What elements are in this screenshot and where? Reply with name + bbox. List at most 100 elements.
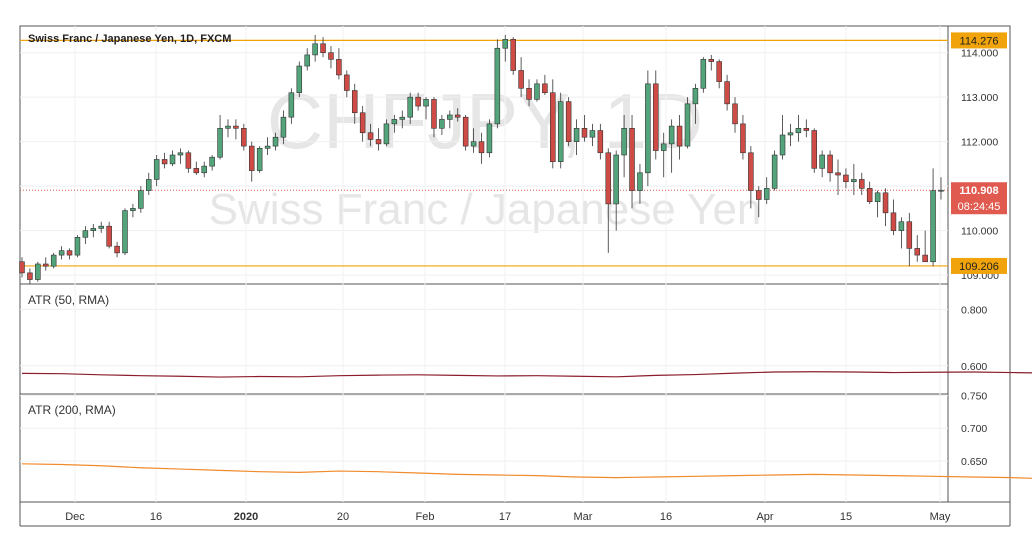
candle [684,97,691,149]
candle [423,97,429,120]
candle [193,161,200,176]
candle [708,54,715,71]
candle [66,248,73,260]
x-tick-label: 16 [660,511,672,523]
x-tick-label: Dec [65,511,85,523]
candle [589,123,596,147]
candle [296,61,303,98]
x-tick-label: May [930,511,951,523]
candle [518,57,524,98]
candle [692,83,699,124]
candle [233,119,239,140]
atr50-line [21,371,1032,378]
y-tick-label: 112.000 [961,137,998,149]
y-tick-label: 113.000 [961,92,998,104]
candle [756,186,762,218]
x-tick-label: Feb [416,511,435,523]
candle [668,119,675,173]
horizontal-levels [20,39,948,267]
candle [550,79,556,169]
candle [280,110,287,144]
atr50-title: ATR (50, RMA) [28,293,109,307]
y-tick-label: 0.800 [961,304,987,316]
candle [724,74,730,111]
candle [431,97,437,138]
candle [256,146,263,173]
candle [146,172,152,196]
candle [874,190,881,218]
axes: 114.000113.000112.000111.000110.000109.0… [961,48,999,468]
candle [882,188,889,227]
y-tick-label: 110.000 [961,226,998,238]
candle [851,163,857,196]
candle [930,168,936,267]
candle [122,208,128,256]
candle [795,114,802,142]
x-tick-label: 2020 [234,511,258,523]
candle [138,186,144,213]
candle [27,268,33,284]
candle [811,128,817,173]
countdown-label: 08:24:45 [958,201,1001,213]
candle [629,114,635,209]
time-axis: Dec 16 2020 20 Feb 17 Mar 16 Apr 15 May [65,511,951,523]
grid [20,26,948,502]
candle [478,132,485,164]
watermark-symbol: CHFJPY, 1D [267,77,703,165]
last-price-label: 110.908 [959,185,998,197]
candle [510,37,516,75]
candle [367,123,374,147]
candle [653,70,659,160]
candle [185,150,192,173]
candle [351,83,358,124]
candle [740,114,746,160]
candle [248,141,255,182]
candle [843,168,849,189]
candle [415,92,421,111]
candle [169,150,176,167]
candle [716,59,722,89]
candle [771,150,778,191]
candle [407,92,413,124]
candle [922,230,928,263]
candle [613,150,619,231]
candle [581,114,588,142]
candle [312,34,318,62]
candle [58,246,65,260]
y-tick-label: 114.000 [961,48,998,60]
candle [732,97,738,133]
candle [161,152,168,169]
candle [106,221,112,249]
candle [391,114,398,133]
candle [906,212,913,267]
candle [557,92,564,169]
candle [779,114,786,160]
candle [304,48,310,71]
candle [201,161,207,178]
candle [502,34,509,62]
candle [439,114,445,135]
atr200-line [21,463,1032,479]
candle [898,217,905,249]
candle [344,70,350,98]
candle [660,132,667,178]
candle [447,110,453,129]
x-tick-label: 20 [337,511,349,523]
candle [35,261,41,282]
candle [19,257,25,278]
candle [328,46,334,69]
candle [748,146,754,209]
atr50-series [21,371,1032,378]
level-price-tag [951,257,1007,274]
candle [621,114,627,178]
candle [637,163,643,204]
candle [241,123,247,151]
candle [787,123,794,147]
candle [454,108,461,122]
x-tick-label: 16 [150,511,162,523]
y-tick-label: 0.600 [961,361,987,373]
level-price-label: 114.276 [960,35,999,47]
candle [153,155,160,187]
